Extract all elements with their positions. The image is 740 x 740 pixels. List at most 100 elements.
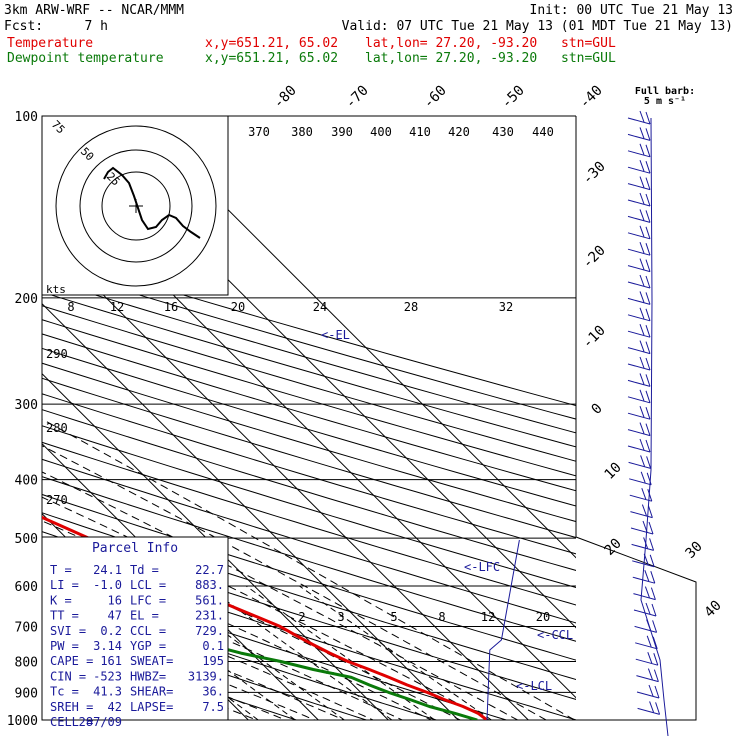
dewpoint-trace (42, 594, 478, 720)
wind-barb (627, 379, 651, 387)
isotherm-line (42, 372, 389, 720)
wind-barb (645, 259, 651, 272)
parcel-info-cell: LI = (50, 578, 79, 592)
wind-barb (635, 658, 658, 666)
theta-left-label: 290 (46, 347, 68, 361)
wind-barb (627, 429, 651, 437)
wind-barb (645, 275, 651, 289)
wind-barb (651, 603, 657, 617)
wind-barb (627, 150, 651, 158)
wind-barb (627, 330, 651, 338)
wind-barb (647, 505, 653, 518)
wind-barb (646, 635, 652, 647)
hodograph-unit: kts (46, 283, 66, 296)
speed-axis-label: 16 (164, 300, 178, 314)
wind-barb (645, 439, 651, 453)
wind-barb (630, 527, 654, 535)
wind-barb (645, 193, 651, 207)
parcel-info-cell: LFC = (130, 593, 166, 607)
theta-label: 400 (370, 125, 392, 139)
wind-barb (645, 407, 651, 420)
isotherm-label: 0 (589, 401, 606, 418)
parcel-info-cell: 24.1 (93, 563, 122, 577)
wind-barb (648, 521, 654, 535)
isotherm-label: -60 (421, 83, 450, 112)
parcel-info-cell: 7.5 (202, 700, 224, 714)
pressure-label: 800 (15, 655, 38, 670)
parcel-info-cell: 0.1 (202, 639, 224, 653)
wind-barb (639, 143, 645, 155)
mixing-ratio-label: 12 (481, 610, 495, 624)
parcel-info-cell: CAPE = (50, 654, 93, 668)
init-time: Init: 00 UTC Tue 21 May 13 (530, 3, 734, 18)
wind-barb (632, 576, 655, 584)
wind-barbs (627, 110, 669, 737)
wind-barb (650, 587, 656, 600)
wind-barb (645, 177, 651, 190)
parcel-info-cell: 195 (202, 654, 224, 668)
wind-barb (639, 176, 645, 188)
mixing-ratio-line (114, 585, 296, 720)
wind-barb (639, 422, 645, 434)
wind-barb (629, 494, 652, 502)
wind-barb (639, 340, 645, 352)
wind-barb (627, 248, 651, 256)
dry-adiabat-line (42, 458, 576, 624)
wind-barb (652, 636, 658, 649)
parcel-info-cell: SREH = (50, 700, 93, 714)
wind-barb (648, 684, 654, 697)
wind-barb (647, 489, 653, 502)
lcl-annotation: <-LCL (516, 679, 552, 693)
parcel-info-cell: K = (50, 593, 72, 607)
dry-adiabat-line (42, 493, 576, 661)
parcel-info-cell: YGP = (130, 639, 166, 653)
pressure-label: 700 (15, 620, 38, 635)
mixing-ratio-label: 5 (390, 610, 397, 624)
wind-barb (640, 455, 646, 467)
legend-dewpoint-coords: x,y=651.21, 65.02 (205, 51, 338, 66)
isotherm-label: -20 (580, 243, 609, 272)
isotherm-line (133, 116, 576, 559)
theta-label: 380 (291, 125, 313, 139)
pressure-label: 900 (15, 686, 38, 701)
wind-barb (639, 373, 645, 385)
dry-adiabat-line (42, 347, 576, 507)
parcel-info-cell: PW = (50, 639, 79, 653)
hodograph-trace (103, 166, 201, 239)
wind-barb (627, 133, 651, 141)
speed-axis-label: 32 (499, 300, 513, 314)
isotherm-label: -50 (499, 83, 528, 112)
wind-barb (630, 511, 653, 519)
isotherm-line (42, 232, 529, 720)
moist-adiabat-line (42, 596, 346, 720)
mixing-ratio-line (79, 585, 259, 720)
legend-dewpoint-station: stn=GUL (561, 51, 616, 66)
parcel-info-cell: 42 (108, 700, 122, 714)
isotherm-label: -40 (577, 83, 606, 112)
wind-barb (652, 620, 658, 633)
isotherm-label: -10 (580, 323, 609, 352)
speed-axis-label: 28 (404, 300, 418, 314)
moist-adiabat-line (42, 445, 548, 720)
wind-barb (645, 374, 651, 387)
wind-barb (639, 291, 645, 303)
parcel-info-cell: 22.7 (195, 563, 224, 577)
wind-barb (627, 183, 651, 191)
wind-barb (646, 456, 652, 469)
wind-barb (627, 445, 651, 453)
hodograph-ring (101, 171, 171, 241)
wind-barb (627, 314, 651, 322)
wind-barb (644, 586, 650, 598)
wind-barb (639, 438, 645, 451)
wind-barb (645, 390, 651, 403)
wind-barb (645, 602, 651, 615)
ccl-annotation: <-CCL (537, 628, 573, 642)
wind-barb (629, 478, 652, 486)
parcel-info-cell: 561. (195, 593, 224, 607)
theta-label: 370 (248, 125, 270, 139)
dry-adiabat-line (42, 425, 576, 589)
parcel-info-cell: 231. (195, 609, 224, 623)
dry-adiabat-line (42, 476, 576, 642)
parcel-info-cell: -1.0 (93, 578, 122, 592)
isotherm-line (42, 302, 459, 720)
